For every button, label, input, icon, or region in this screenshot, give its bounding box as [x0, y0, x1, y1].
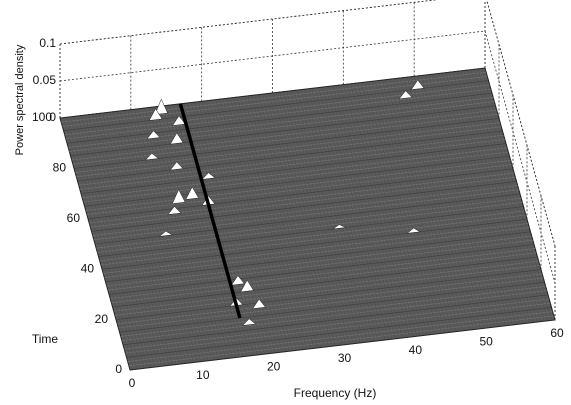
x-tick-label: 0: [129, 376, 136, 390]
y-tick-label: 40: [81, 261, 95, 275]
x-tick-label: 20: [267, 360, 281, 374]
z-axis-label: Power spectral density: [14, 44, 26, 155]
y-tick-label: 60: [67, 211, 81, 225]
z-tick-label: 0.05: [33, 73, 57, 87]
x-tick-label: 60: [550, 326, 564, 340]
chart: Power spectral density Time Frequency (H…: [0, 0, 571, 405]
x-axis-label: Frequency (Hz): [294, 386, 377, 400]
x-tick-label: 10: [196, 368, 210, 382]
y-axis-label: Time: [32, 332, 59, 346]
x-tick-label: 40: [409, 343, 423, 357]
box-edge: [60, 0, 485, 44]
y-tick-label: 0: [115, 362, 122, 376]
y-tick-label: 100: [32, 110, 52, 124]
y-tick-label: 80: [53, 161, 67, 175]
x-tick-label: 50: [479, 335, 493, 349]
x-tick-label: 30: [338, 351, 352, 365]
z-tick-label: 0.1: [39, 36, 56, 50]
y-tick-label: 20: [95, 312, 109, 326]
